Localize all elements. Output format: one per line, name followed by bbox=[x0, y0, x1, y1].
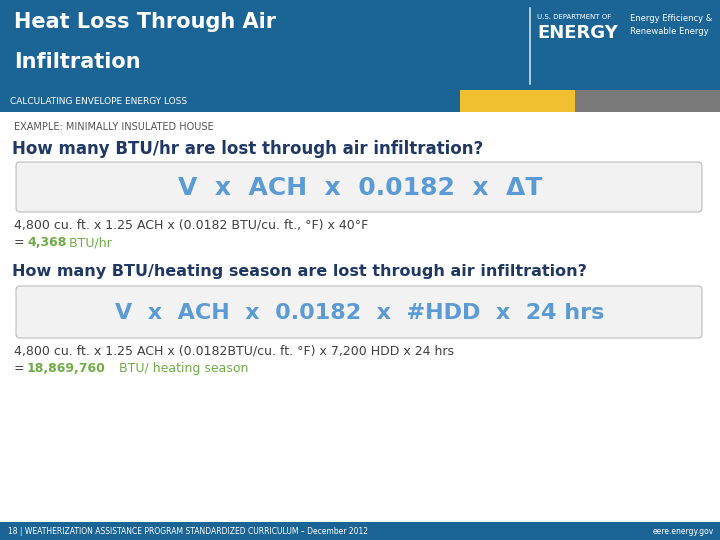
Bar bbox=[0, 90, 460, 112]
Text: U.S. DEPARTMENT OF: U.S. DEPARTMENT OF bbox=[537, 14, 611, 20]
Bar bbox=[0, 522, 720, 540]
FancyBboxPatch shape bbox=[16, 162, 702, 212]
Text: How many BTU/heating season are lost through air infiltration?: How many BTU/heating season are lost thr… bbox=[12, 264, 587, 279]
Text: 18,869,760: 18,869,760 bbox=[27, 362, 106, 375]
Text: ENERGY: ENERGY bbox=[537, 24, 618, 42]
Text: EXAMPLE: MINIMALLY INSULATED HOUSE: EXAMPLE: MINIMALLY INSULATED HOUSE bbox=[14, 122, 214, 132]
Text: =: = bbox=[14, 362, 24, 375]
Text: =: = bbox=[14, 236, 24, 249]
Text: Heat Loss Through Air: Heat Loss Through Air bbox=[14, 12, 276, 32]
Text: V  x  ACH  x  0.0182  x  #HDD  x  24 hrs: V x ACH x 0.0182 x #HDD x 24 hrs bbox=[115, 303, 605, 323]
Text: 18 | WEATHERIZATION ASSISTANCE PROGRAM STANDARDIZED CURRICULUM – December 2012: 18 | WEATHERIZATION ASSISTANCE PROGRAM S… bbox=[8, 526, 368, 536]
Text: V  x  ACH  x  0.0182  x  ΔT: V x ACH x 0.0182 x ΔT bbox=[178, 176, 542, 200]
Bar bbox=[460, 90, 575, 112]
Bar bbox=[575, 90, 720, 112]
Text: 4,800 cu. ft. x 1.25 ACH x (0.0182 BTU/cu. ft., °F) x 40°F: 4,800 cu. ft. x 1.25 ACH x (0.0182 BTU/c… bbox=[14, 218, 368, 231]
Text: eere.energy.gov: eere.energy.gov bbox=[653, 526, 714, 536]
Text: Energy Efficiency &: Energy Efficiency & bbox=[630, 14, 712, 23]
Text: Renewable Energy: Renewable Energy bbox=[630, 27, 708, 36]
FancyBboxPatch shape bbox=[16, 286, 702, 338]
Text: Infiltration: Infiltration bbox=[14, 52, 140, 72]
Text: 4,368: 4,368 bbox=[27, 236, 66, 249]
Bar bbox=[0, 0, 720, 90]
Text: CALCULATING ENVELOPE ENERGY LOSS: CALCULATING ENVELOPE ENERGY LOSS bbox=[10, 97, 187, 105]
Text: How many BTU/hr are lost through air infiltration?: How many BTU/hr are lost through air inf… bbox=[12, 140, 483, 158]
Text: 4,800 cu. ft. x 1.25 ACH x (0.0182BTU/cu. ft. °F) x 7,200 HDD x 24 hrs: 4,800 cu. ft. x 1.25 ACH x (0.0182BTU/cu… bbox=[14, 344, 454, 357]
Bar bbox=[0, 112, 720, 522]
Text: BTU/hr: BTU/hr bbox=[65, 236, 112, 249]
Text: BTU/ heating season: BTU/ heating season bbox=[115, 362, 248, 375]
